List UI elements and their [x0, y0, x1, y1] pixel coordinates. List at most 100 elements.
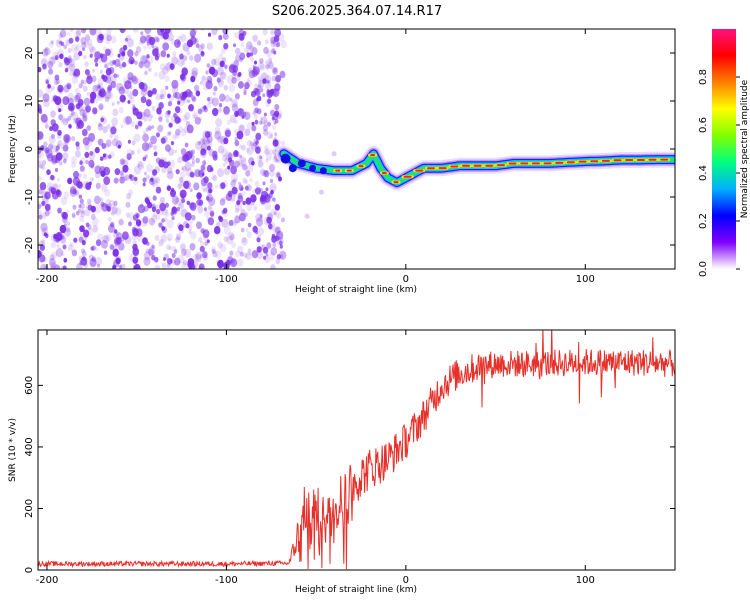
noise-speckle — [50, 56, 54, 60]
noise-speckle — [65, 97, 70, 102]
snr-y-label: SNR (10 * v/v) — [8, 418, 18, 482]
noise-speckle — [255, 146, 261, 154]
noise-speckle — [42, 256, 47, 263]
noise-speckle — [132, 88, 139, 97]
noise-speckle — [171, 216, 175, 221]
noise-speckle — [254, 88, 261, 97]
noise-speckle — [234, 221, 238, 226]
noise-speckle — [113, 240, 119, 248]
noise-speckle — [191, 159, 196, 164]
noise-speckle — [38, 209, 42, 217]
colorbar-tick-label: 0.8 — [698, 69, 709, 85]
noise-speckle — [198, 265, 203, 269]
noise-speckle — [193, 29, 198, 34]
noise-speckle — [166, 110, 171, 116]
noise-speckle — [79, 215, 85, 223]
noise-speckle — [245, 170, 251, 177]
noise-speckle — [86, 92, 90, 96]
noise-speckle — [134, 124, 139, 130]
noise-speckle — [153, 151, 158, 157]
noise-speckle — [252, 189, 256, 194]
noise-speckle — [181, 197, 186, 204]
noise-speckle — [90, 213, 96, 220]
noise-speckle — [196, 199, 202, 206]
noise-speckle — [38, 188, 43, 195]
noise-speckle — [259, 58, 264, 64]
noise-speckle — [145, 34, 152, 44]
noise-speckle — [224, 94, 231, 103]
noise-speckle — [197, 141, 201, 146]
noise-speckle — [67, 55, 72, 60]
noise-speckle — [178, 108, 183, 114]
noise-speckle — [222, 207, 228, 214]
ridge-onset-blob — [309, 164, 317, 172]
noise-speckle — [170, 141, 175, 146]
noise-speckle — [263, 120, 269, 127]
noise-speckle — [170, 38, 176, 46]
colorbar-tick-label: 0.0 — [698, 261, 709, 277]
noise-speckle — [97, 233, 103, 241]
noise-speckle — [245, 228, 249, 233]
noise-speckle — [262, 78, 267, 84]
noise-speckle — [122, 96, 126, 101]
noise-speckle — [247, 247, 252, 253]
noise-speckle — [104, 96, 110, 103]
noise-speckle — [189, 29, 196, 38]
y-tick-label: 10 — [24, 95, 35, 108]
noise-speckle — [71, 135, 76, 142]
noise-speckle — [57, 49, 64, 58]
noise-speckle — [181, 154, 187, 162]
noise-speckle — [118, 86, 126, 95]
noise-speckle — [266, 98, 272, 104]
noise-speckle — [50, 262, 57, 269]
noise-speckle — [202, 138, 207, 145]
noise-speckle — [226, 119, 232, 126]
noise-speckle — [146, 41, 150, 46]
noise-speckle — [193, 84, 200, 92]
noise-speckle — [111, 206, 118, 215]
noise-speckle — [141, 142, 150, 152]
noise-speckle — [38, 214, 43, 220]
noise-speckle — [236, 258, 244, 267]
x-tick-label: -100 — [215, 274, 238, 285]
noise-speckle — [246, 41, 253, 50]
noise-speckle — [184, 248, 192, 258]
noise-speckle — [163, 208, 168, 214]
noise-speckle — [76, 43, 82, 51]
noise-speckle — [143, 257, 151, 266]
noise-speckle — [63, 223, 67, 228]
noise-speckle — [202, 130, 210, 140]
noise-speckle — [46, 77, 51, 82]
noise-speckle — [105, 139, 112, 147]
noise-speckle — [207, 217, 215, 226]
noise-speckle — [233, 43, 236, 48]
noise-speckle — [167, 93, 171, 99]
noise-speckle — [230, 259, 235, 265]
noise-speckle — [73, 52, 80, 61]
noise-speckle — [268, 252, 275, 261]
noise-speckle — [254, 119, 259, 125]
noise-speckle — [54, 96, 62, 106]
noise-speckle — [254, 180, 260, 188]
noise-speckle — [168, 147, 175, 156]
noise-speckle — [155, 204, 159, 209]
noise-speckle — [143, 205, 149, 212]
noise-speckle — [184, 142, 189, 148]
noise-speckle — [42, 93, 50, 103]
noise-speckle — [44, 147, 50, 154]
noise-speckle — [271, 116, 275, 121]
noise-speckle — [88, 254, 94, 261]
noise-speckle — [236, 130, 244, 140]
noise-speckle — [46, 153, 54, 162]
noise-speckle — [146, 163, 154, 173]
noise-speckle — [59, 29, 67, 38]
noise-speckle — [108, 51, 114, 58]
noise-speckle — [271, 234, 276, 239]
noise-speckle — [96, 90, 103, 99]
noise-speckle — [243, 110, 251, 120]
noise-speckle — [89, 29, 97, 36]
noise-speckle — [145, 99, 152, 107]
noise-speckle — [272, 242, 277, 248]
noise-speckle — [92, 225, 99, 233]
noise-speckle — [181, 248, 187, 256]
